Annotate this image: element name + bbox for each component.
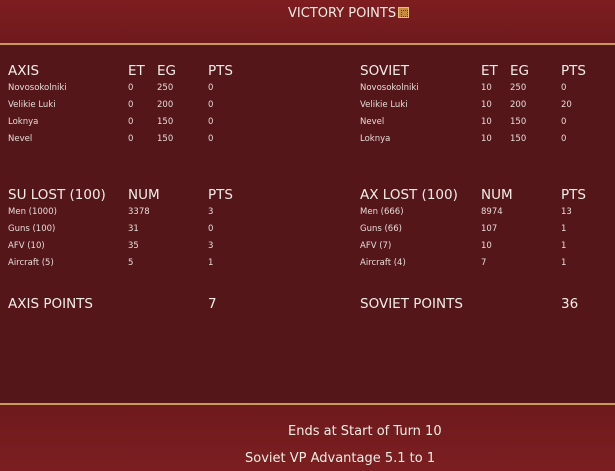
axis-objectives-cell: 0 [208,100,214,110]
soviet-objectives-cell: Novosokolniki [360,83,419,93]
soviet-objectives-cell: 0 [561,134,567,144]
soviet-objectives-cell: 0 [561,117,567,127]
axis-objectives-header: EG [157,63,176,79]
soviet-objectives-cell: 20 [561,100,572,110]
ax-lost-cell: 1 [561,241,567,251]
soviet-objectives-cell: 10 [481,117,492,127]
soviet-objectives-header: ET [481,63,498,79]
axis-objectives-cell: 0 [208,83,214,93]
axis-objectives-cell: 200 [157,100,174,110]
axis-objectives-cell: Velikie Luki [8,100,56,110]
soviet-objectives-header: EG [510,63,529,79]
end-turn-text: Ends at Start of Turn 10 [288,424,442,439]
vp-advantage-text: Soviet VP Advantage 5.1 to 1 [245,451,436,466]
ax-lost-cell: Men (666) [360,207,404,217]
footer-bar: Ends at Start of Turn 10 Soviet VP Advan… [0,403,615,471]
soviet-objectives-cell: Loknya [360,134,391,144]
soviet-objectives-cell: 250 [510,83,527,93]
soviet-points-label: SOVIET POINTS [360,296,463,312]
axis-objectives-cell: 0 [208,117,214,127]
axis-points-label: AXIS POINTS [8,296,93,312]
su-lost-cell: 31 [128,224,139,234]
ax-lost-header: NUM [481,187,513,203]
su-lost-cell: 0 [208,224,214,234]
ax-lost-cell: 7 [481,258,487,268]
axis-objectives-cell: Novosokolniki [8,83,67,93]
axis-objectives-cell: 250 [157,83,174,93]
axis-objectives-cell: Loknya [8,117,39,127]
ax-lost-cell: Guns (66) [360,224,402,234]
su-lost-cell: AFV (10) [8,241,45,251]
ax-lost-cell: 107 [481,224,498,234]
axis-objectives-header: AXIS [8,63,40,79]
soviet-objectives-cell: Velikie Luki [360,100,408,110]
su-lost-header: SU LOST (100) [8,187,106,203]
su-lost-cell: 5 [128,258,134,268]
axis-objectives-header: PTS [208,63,233,79]
su-lost-cell: 35 [128,241,139,251]
su-lost-cell: Guns (100) [8,224,56,234]
soviet-objectives-cell: 200 [510,100,527,110]
ax-lost-cell: Aircraft (4) [360,258,406,268]
ax-lost-cell: 13 [561,207,572,217]
soviet-objectives-header: SOVIET [360,63,409,79]
axis-objectives-cell: 0 [128,100,134,110]
soviet-objectives-cell: 150 [510,117,527,127]
ax-lost-cell: 10 [481,241,492,251]
ax-lost-cell: 8974 [481,207,503,217]
ax-lost-header: AX LOST (100) [360,187,458,203]
axis-objectives-cell: 0 [128,134,134,144]
soviet-objectives-cell: 0 [561,83,567,93]
ax-lost-header: PTS [561,187,586,203]
ax-lost-cell: 1 [561,258,567,268]
axis-objectives-cell: 0 [128,83,134,93]
axis-objectives-cell: 0 [128,117,134,127]
ax-lost-cell: 1 [561,224,567,234]
su-lost-cell: Men (1000) [8,207,57,217]
axis-objectives-cell: 150 [157,134,174,144]
map-icon[interactable] [398,7,409,18]
header-bar: VICTORY POINTS [0,0,615,45]
soviet-objectives-header: PTS [561,63,586,79]
soviet-objectives-cell: 150 [510,134,527,144]
axis-objectives-cell: Nevel [8,134,33,144]
su-lost-cell: 3 [208,207,214,217]
axis-objectives-header: ET [128,63,145,79]
su-lost-cell: 3 [208,241,214,251]
ax-lost-cell: AFV (7) [360,241,392,251]
axis-objectives-cell: 0 [208,134,214,144]
soviet-objectives-cell: 10 [481,83,492,93]
soviet-objectives-cell: 10 [481,134,492,144]
axis-objectives-cell: 150 [157,117,174,127]
soviet-objectives-cell: 10 [481,100,492,110]
axis-points-value: 7 [208,296,217,312]
su-lost-cell: 3378 [128,207,150,217]
soviet-points-value: 36 [561,296,579,312]
su-lost-header: PTS [208,187,233,203]
soviet-objectives-cell: Nevel [360,117,385,127]
su-lost-header: NUM [128,187,160,203]
su-lost-cell: 1 [208,258,214,268]
su-lost-cell: Aircraft (5) [8,258,54,268]
page-title: VICTORY POINTS [288,6,397,21]
